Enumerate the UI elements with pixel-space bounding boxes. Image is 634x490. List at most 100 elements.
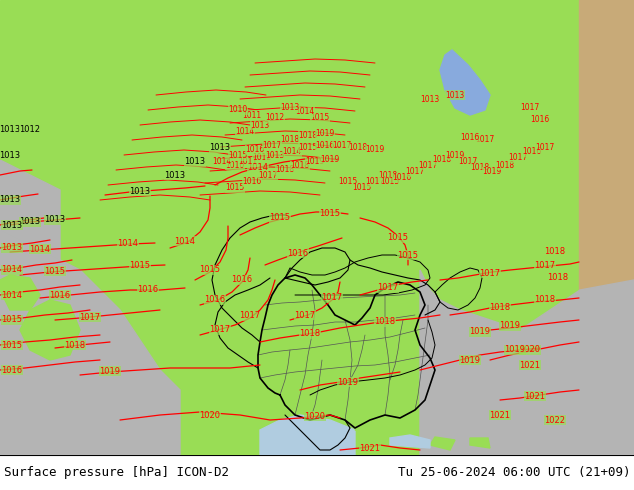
Text: 1013: 1013 xyxy=(0,196,20,204)
Text: 1014: 1014 xyxy=(117,240,138,248)
Text: 1015: 1015 xyxy=(228,151,248,161)
Polygon shape xyxy=(390,432,415,445)
Text: 1017: 1017 xyxy=(262,141,281,149)
Text: 1019: 1019 xyxy=(500,321,521,330)
Text: 1018: 1018 xyxy=(547,273,569,283)
Text: 1011: 1011 xyxy=(242,111,262,120)
Text: 1014: 1014 xyxy=(295,107,314,117)
Text: 1013: 1013 xyxy=(266,150,285,160)
Text: 1019: 1019 xyxy=(482,168,501,176)
Text: 1017: 1017 xyxy=(508,153,527,163)
Text: 1019: 1019 xyxy=(306,157,325,167)
Text: 1012: 1012 xyxy=(266,114,285,122)
Text: 1017: 1017 xyxy=(332,141,352,149)
Text: 1021: 1021 xyxy=(489,411,510,419)
Text: 1015: 1015 xyxy=(1,341,22,349)
Text: 1017: 1017 xyxy=(458,157,477,167)
Text: 1015: 1015 xyxy=(129,262,150,270)
Text: 1013: 1013 xyxy=(0,125,20,134)
Text: 1015: 1015 xyxy=(398,250,418,260)
Polygon shape xyxy=(420,270,634,455)
Text: 1017: 1017 xyxy=(377,284,399,293)
Text: 1019: 1019 xyxy=(505,345,526,354)
Text: 1020: 1020 xyxy=(519,345,541,354)
Text: 1015: 1015 xyxy=(353,183,372,193)
Text: 1018: 1018 xyxy=(290,162,309,171)
Text: 1017: 1017 xyxy=(535,144,555,152)
Text: 1018: 1018 xyxy=(349,144,368,152)
Text: 1013: 1013 xyxy=(44,216,65,224)
Text: 1010: 1010 xyxy=(228,105,248,115)
Text: 1017: 1017 xyxy=(321,294,342,302)
Text: 1019: 1019 xyxy=(460,356,481,365)
Text: 1018: 1018 xyxy=(432,155,451,165)
Text: 1013: 1013 xyxy=(280,103,300,113)
Text: 1017: 1017 xyxy=(534,261,555,270)
Polygon shape xyxy=(20,300,80,360)
Text: 1016: 1016 xyxy=(204,295,226,304)
Text: 1013: 1013 xyxy=(20,218,41,226)
Text: 1018: 1018 xyxy=(545,247,566,256)
Polygon shape xyxy=(0,160,60,260)
Polygon shape xyxy=(430,437,455,450)
Text: 1015: 1015 xyxy=(200,266,221,274)
Text: 1017: 1017 xyxy=(405,168,425,176)
Text: 1014: 1014 xyxy=(1,291,22,299)
Text: 1016: 1016 xyxy=(245,146,264,154)
Text: 1014: 1014 xyxy=(212,157,231,167)
Text: 1020: 1020 xyxy=(304,412,325,420)
Text: 1019: 1019 xyxy=(100,367,120,375)
Text: 1019: 1019 xyxy=(445,150,465,160)
Polygon shape xyxy=(470,438,490,448)
Text: 1018: 1018 xyxy=(495,161,515,170)
Text: 1013: 1013 xyxy=(164,171,186,179)
Text: 1013: 1013 xyxy=(445,91,465,99)
Text: 1016: 1016 xyxy=(460,133,480,143)
Text: 1019: 1019 xyxy=(337,377,358,387)
Text: 1014: 1014 xyxy=(235,127,255,137)
Text: 1019: 1019 xyxy=(365,146,385,154)
Text: 1014: 1014 xyxy=(174,237,195,245)
Text: 1021: 1021 xyxy=(524,392,545,400)
Text: 1021: 1021 xyxy=(359,443,380,452)
Text: 1016: 1016 xyxy=(315,141,335,149)
Text: Tu 25-06-2024 06:00 UTC (21+09): Tu 25-06-2024 06:00 UTC (21+09) xyxy=(398,466,630,479)
Text: 1013: 1013 xyxy=(129,187,150,196)
Polygon shape xyxy=(440,50,490,115)
Text: 1018: 1018 xyxy=(65,341,86,349)
Text: 1017: 1017 xyxy=(240,312,261,320)
Polygon shape xyxy=(0,230,180,455)
Text: 1022: 1022 xyxy=(545,416,566,424)
Text: 1011: 1011 xyxy=(238,157,257,167)
Text: 1016: 1016 xyxy=(138,286,158,294)
Text: 1014: 1014 xyxy=(30,245,51,253)
Text: 1014: 1014 xyxy=(1,266,22,274)
Text: 1018: 1018 xyxy=(275,166,295,174)
Text: 1019: 1019 xyxy=(320,155,340,165)
Text: 1010: 1010 xyxy=(225,161,245,170)
Text: 1013: 1013 xyxy=(250,121,269,129)
Text: 1014: 1014 xyxy=(282,147,302,156)
Text: 1019: 1019 xyxy=(470,327,491,337)
Text: 1015: 1015 xyxy=(44,267,65,275)
Text: 1016: 1016 xyxy=(522,147,541,156)
Text: 1018: 1018 xyxy=(299,131,318,141)
Text: 1012: 1012 xyxy=(20,125,41,134)
Text: Surface pressure [hPa] ICON-D2: Surface pressure [hPa] ICON-D2 xyxy=(4,466,229,479)
Text: 1018: 1018 xyxy=(375,318,396,326)
Text: 1017: 1017 xyxy=(476,136,495,145)
Text: 1017: 1017 xyxy=(365,177,385,187)
Text: 1012: 1012 xyxy=(252,153,271,163)
Text: 1018: 1018 xyxy=(534,295,555,304)
Text: 1015: 1015 xyxy=(299,144,318,152)
Text: 1013: 1013 xyxy=(184,157,205,167)
Text: 1019: 1019 xyxy=(315,128,335,138)
Text: 1016: 1016 xyxy=(531,116,550,124)
Text: 1016: 1016 xyxy=(392,173,411,182)
Text: 1018: 1018 xyxy=(378,171,398,179)
Text: 1013: 1013 xyxy=(1,220,23,229)
Text: 1017: 1017 xyxy=(521,103,540,113)
Text: 1014: 1014 xyxy=(247,163,269,172)
Text: 1016: 1016 xyxy=(242,177,262,187)
Text: 1015: 1015 xyxy=(339,177,358,187)
